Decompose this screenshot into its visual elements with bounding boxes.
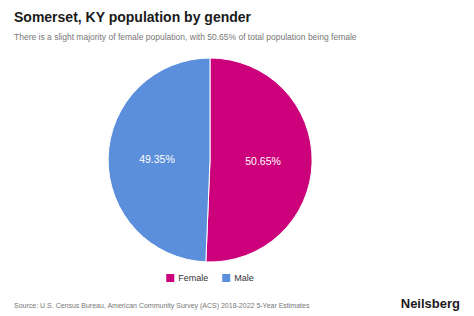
legend-item: Female [166,273,208,283]
subtitle: There is a slight majority of female pop… [14,32,357,42]
data-labels: 50.65% 49.35% [139,153,281,167]
legend: Female Male [166,273,254,283]
pie-slice [108,58,210,262]
data-label: 49.35% [139,153,175,165]
chart: Somerset, KY population by gender There i… [0,0,474,316]
chart-container: Somerset, KY population by gender There i… [0,0,474,316]
background [0,0,474,316]
legend-swatch [222,274,230,282]
title: Somerset, KY population by gender [14,9,252,25]
legend-item: Male [222,273,254,283]
source-note: Source: U.S. Census Bureau, American Com… [14,302,310,310]
legend-swatch [166,274,174,282]
legend-label: Male [234,273,254,283]
brand: Neilsberg [401,296,460,311]
data-label: 50.65% [245,155,281,167]
pie-slice [206,58,312,262]
slices [108,58,312,262]
legend-label: Female [178,273,208,283]
